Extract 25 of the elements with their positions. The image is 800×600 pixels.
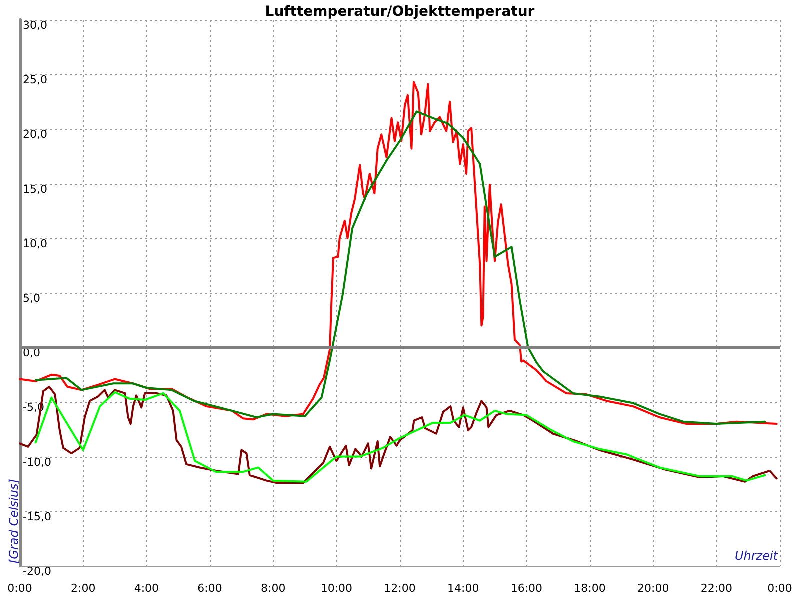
x-tick-label: 4:00 xyxy=(134,582,160,595)
x-tick-label: 2:00 xyxy=(70,582,96,595)
y-tick-label: 5,0 xyxy=(23,292,40,305)
x-tick-label: 10:00 xyxy=(320,582,353,595)
y-tick-label: 25,0 xyxy=(23,74,48,87)
y-tick-label: 10,0 xyxy=(23,237,48,250)
y-tick-label: 20,0 xyxy=(23,128,48,142)
x-tick-label: 22:00 xyxy=(700,582,733,595)
y-tick-label: -10,0 xyxy=(23,456,52,469)
y-tick-label: 15,0 xyxy=(23,182,48,196)
x-tick-label: 0:00 xyxy=(768,582,792,595)
x-tick-label: 0:00 xyxy=(8,582,32,595)
y-axis-title: [Grad Celsius] xyxy=(7,478,21,564)
x-tick-label: 6:00 xyxy=(198,582,222,595)
x-tick-label: 18:00 xyxy=(574,582,606,595)
x-tick-label: 8:00 xyxy=(260,582,286,595)
y-tick-label: 30,0 xyxy=(23,19,48,32)
x-tick-label: 14:00 xyxy=(447,582,480,595)
y-tick-label: -15,0 xyxy=(23,510,52,524)
x-tick-label: 16:00 xyxy=(510,582,543,595)
y-tick-label: -20,0 xyxy=(23,565,52,578)
x-tick-label: 20:00 xyxy=(637,582,670,595)
chart-title: Lufttemperatur/Objekttemperatur xyxy=(265,4,535,20)
x-tick-label: 12:00 xyxy=(384,582,416,595)
x-axis-title: Uhrzeit xyxy=(734,549,780,563)
